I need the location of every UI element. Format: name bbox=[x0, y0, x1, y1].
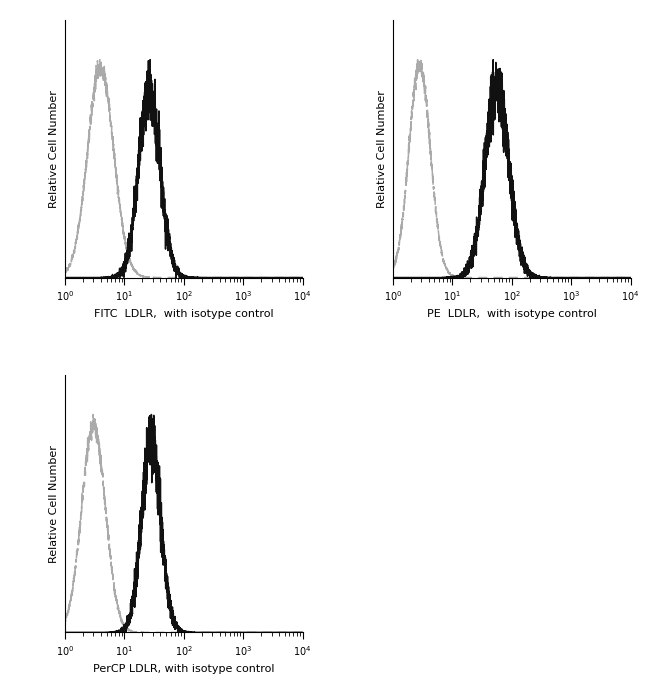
X-axis label: PE  LDLR,  with isotype control: PE LDLR, with isotype control bbox=[427, 309, 597, 319]
Y-axis label: Relative Cell Number: Relative Cell Number bbox=[378, 90, 387, 208]
X-axis label: FITC  LDLR,  with isotype control: FITC LDLR, with isotype control bbox=[94, 309, 274, 319]
X-axis label: PerCP LDLR, with isotype control: PerCP LDLR, with isotype control bbox=[93, 664, 274, 674]
Y-axis label: Relative Cell Number: Relative Cell Number bbox=[49, 90, 59, 208]
Y-axis label: Relative Cell Number: Relative Cell Number bbox=[49, 445, 59, 563]
